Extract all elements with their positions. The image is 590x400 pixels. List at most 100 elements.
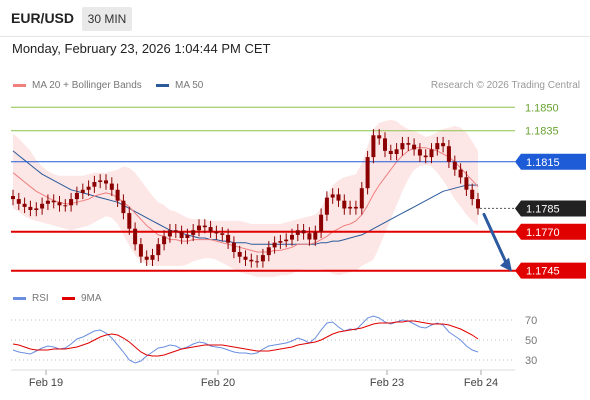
candle-body xyxy=(394,149,399,154)
candle-body xyxy=(57,202,62,206)
candle-body xyxy=(202,225,207,228)
level-tag-3: 1.1785 xyxy=(515,200,586,217)
candle-body xyxy=(185,234,190,238)
level-tag-bg-5 xyxy=(515,262,586,279)
candle-body xyxy=(412,144,417,150)
candle-body xyxy=(301,230,306,234)
level-label-4: 1.1770 xyxy=(526,227,560,239)
instrument-title: EUR/USD xyxy=(11,10,75,26)
candle-body xyxy=(28,206,33,210)
candle-body xyxy=(121,200,126,214)
legend-ma50: MA 50 xyxy=(156,80,203,91)
candle-body xyxy=(133,228,138,245)
candle-body xyxy=(255,261,260,263)
time-tick-label: Feb 20 xyxy=(201,377,235,389)
rsi-swatch xyxy=(13,297,26,300)
candle-body xyxy=(40,203,45,209)
candle-body xyxy=(417,149,422,156)
candle-body xyxy=(377,135,382,139)
candle-body xyxy=(214,231,219,234)
candle-body xyxy=(476,199,480,209)
timestamp: Monday, February 23, 2026 1:04:44 PM CET xyxy=(12,41,271,56)
candle-body xyxy=(34,208,39,210)
candle-body xyxy=(80,189,85,193)
candle-body xyxy=(86,186,91,190)
candle-body xyxy=(179,231,184,238)
candle-body xyxy=(353,206,358,209)
candle-body xyxy=(284,239,289,242)
candle-body xyxy=(458,169,463,178)
candle-body xyxy=(406,143,411,145)
candle-body xyxy=(156,244,161,256)
candle-body xyxy=(127,213,132,229)
legend-rsi: RSI xyxy=(13,293,49,304)
candle-body xyxy=(319,214,324,232)
candle-body xyxy=(115,189,120,201)
candle-body xyxy=(104,180,108,184)
candle-body xyxy=(272,242,277,248)
level-tag-bg-2 xyxy=(515,153,586,170)
candle-body xyxy=(63,205,68,207)
candle-body xyxy=(307,233,312,240)
candle-body xyxy=(92,182,97,187)
ma20-swatch xyxy=(13,84,26,87)
candle-body xyxy=(313,231,318,240)
level-tag-4: 1.1770 xyxy=(515,223,586,240)
level-label-2: 1.1815 xyxy=(526,157,560,169)
legend-ma20: MA 20 + Bollinger Bands xyxy=(13,80,142,91)
candle-body xyxy=(452,161,457,170)
candle-body xyxy=(69,199,74,206)
candle-body xyxy=(191,230,196,235)
candle-body xyxy=(446,146,451,162)
candle-body xyxy=(45,200,50,204)
candle-body xyxy=(295,230,300,235)
candle-body xyxy=(11,196,15,200)
candle-body xyxy=(336,194,341,201)
candle-body xyxy=(220,233,225,235)
rsi-tick-label: 30 xyxy=(525,355,537,367)
chart-header: EUR/USD 30 MIN xyxy=(0,0,590,37)
candle-body xyxy=(470,189,475,200)
candle-body xyxy=(22,203,27,207)
level-label-1: 1.1835 xyxy=(525,126,559,138)
candle-body xyxy=(324,197,329,215)
candle-body xyxy=(109,183,114,190)
candle-body xyxy=(74,192,79,200)
candle-body xyxy=(290,234,294,240)
ma50-line xyxy=(12,150,478,245)
ma20-legend-label: MA 20 + Bollinger Bands xyxy=(32,80,142,91)
candle-body xyxy=(348,206,353,209)
candle-body xyxy=(167,230,172,237)
ma50-legend-label: MA 50 xyxy=(175,80,204,91)
candle-body xyxy=(388,150,393,154)
candle-body xyxy=(226,234,231,243)
rsi-tick-label: 70 xyxy=(525,315,537,327)
candle-body xyxy=(138,244,143,257)
candle-body xyxy=(16,199,21,204)
forecast-arrow-line xyxy=(482,212,509,267)
candle-body xyxy=(266,247,271,256)
candle-body xyxy=(330,194,335,198)
rsi-panel: 70 50 30 xyxy=(11,315,537,367)
rsi-line xyxy=(12,315,479,364)
level-tag-bg-4 xyxy=(515,223,586,240)
timeframe-button[interactable]: 30 MIN xyxy=(82,7,132,31)
credit-text: Research © 2026 Trading Central xyxy=(430,80,580,91)
rsi-ma-line xyxy=(12,320,479,357)
candle-body xyxy=(260,255,265,262)
candle-body xyxy=(429,149,434,158)
candle-body xyxy=(162,236,167,245)
candle-body xyxy=(144,256,149,260)
candle-body xyxy=(359,188,364,209)
legend-rsi-ma: 9MA xyxy=(62,293,102,304)
candle-body xyxy=(342,200,347,209)
candle-body xyxy=(150,255,155,260)
ma20-line xyxy=(12,147,479,253)
level-label-5: 1.1745 xyxy=(526,266,560,278)
candle-body xyxy=(435,143,440,150)
candle-body xyxy=(464,177,469,190)
rsi-ma-legend-label: 9MA xyxy=(81,293,102,304)
ma50-swatch xyxy=(156,84,169,87)
